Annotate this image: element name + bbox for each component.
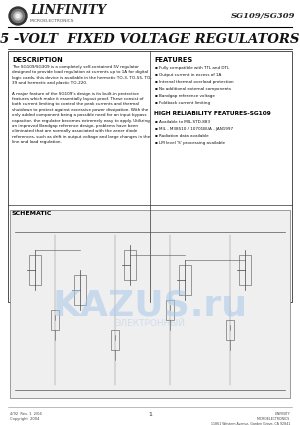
Text: LINFINITY
MICROELECTRONICS
11861 Western Avenue, Garden Grove, CA 92841
714-898-: LINFINITY MICROELECTRONICS 11861 Western… [206,412,290,425]
Bar [226,320,234,340]
Bar [124,250,136,280]
Text: ▪ Output current in excess of 1A: ▪ Output current in excess of 1A [155,73,221,77]
Circle shape [11,9,25,23]
Text: ▪ Bandgap reference voltage: ▪ Bandgap reference voltage [155,94,215,98]
Bar [111,330,119,350]
Text: 5 -VOLT  FIXED VOLTAGE REGULATORS: 5 -VOLT FIXED VOLTAGE REGULATORS [0,32,300,45]
Text: MICROELECTRONICS: MICROELECTRONICS [30,19,74,23]
Text: SG109/SG309: SG109/SG309 [230,12,295,20]
Bar [8,51,292,302]
Text: The SG109/SG309 is a completely self-contained 5V regulator
designed to provide : The SG109/SG309 is a completely self-con… [12,65,152,144]
Text: ▪ Foldback current limiting: ▪ Foldback current limiting [155,101,210,105]
Bar [10,210,290,398]
Text: FEATURES: FEATURES [154,57,192,63]
Text: ▪ Fully compatible with TTL and DTL: ▪ Fully compatible with TTL and DTL [155,66,229,70]
Circle shape [16,14,20,18]
Bar [239,255,251,285]
Text: ▪ Internal thermal overload protection: ▪ Internal thermal overload protection [155,80,234,84]
Text: 1: 1 [148,412,152,417]
Text: ▪ MIL - M38510 / 10701BUA - JAN1997: ▪ MIL - M38510 / 10701BUA - JAN1997 [155,127,233,131]
Circle shape [9,7,27,25]
Text: ▪ Radiation data available: ▪ Radiation data available [155,134,208,138]
Text: ЭЛЕКТРОННЫЙ: ЭЛЕКТРОННЫЙ [115,318,185,328]
Text: ▪ No additional external components: ▪ No additional external components [155,87,231,91]
Text: 4/92  Rev. 1  2/04
Copyright  2004: 4/92 Rev. 1 2/04 Copyright 2004 [10,412,42,421]
Text: KAZUS.ru: KAZUS.ru [52,288,247,322]
Bar [166,300,174,320]
Text: DESCRIPTION: DESCRIPTION [12,57,63,63]
Text: LINFINITY: LINFINITY [30,3,106,17]
Bar [51,310,59,330]
Bar [74,275,86,305]
Text: ▪ LM level 'S' processing available: ▪ LM level 'S' processing available [155,141,225,145]
Bar [29,255,41,285]
Text: HIGH RELIABILITY FEATURES-SG109: HIGH RELIABILITY FEATURES-SG109 [154,111,271,116]
Text: SCHEMATIC: SCHEMATIC [12,211,52,216]
Circle shape [14,12,22,20]
Text: ▪ Available to MIL-STD-883: ▪ Available to MIL-STD-883 [155,120,210,124]
Bar [179,265,191,295]
